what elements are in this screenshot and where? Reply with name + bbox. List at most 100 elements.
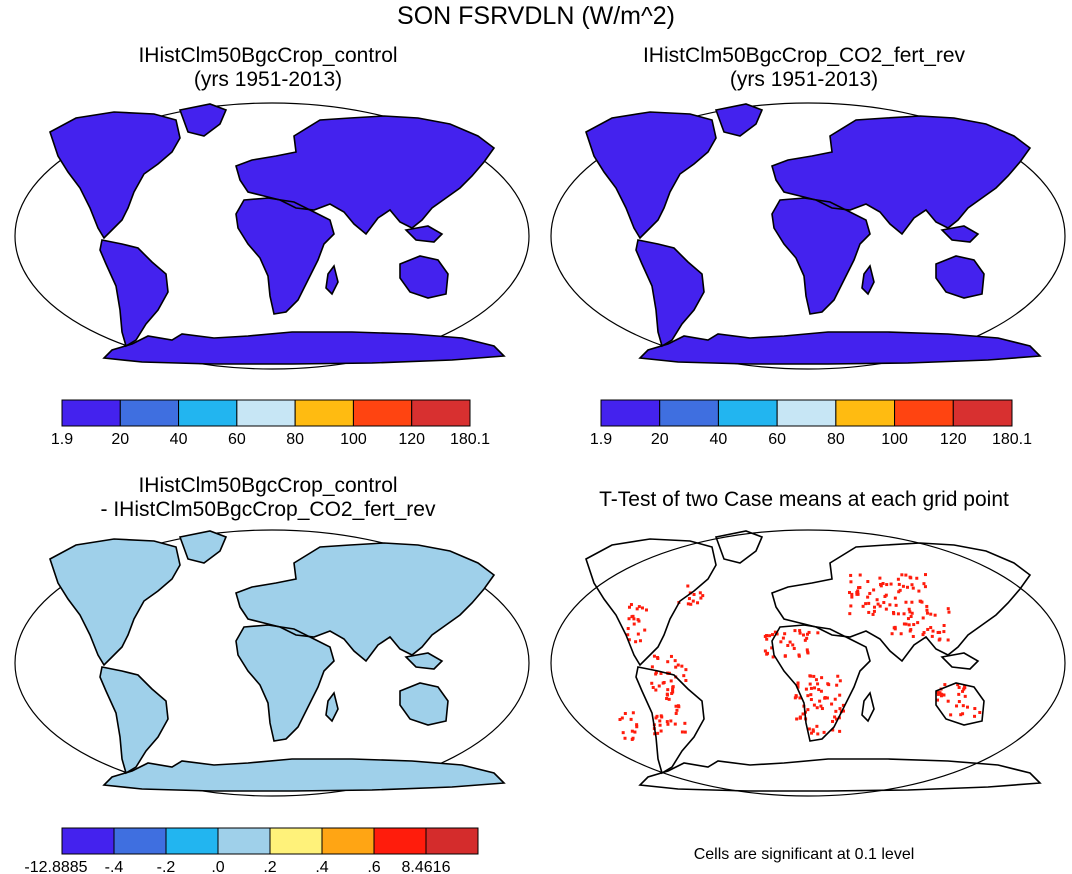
significant-cell — [635, 607, 639, 611]
significant-cell — [849, 604, 853, 608]
significant-cell — [850, 595, 854, 599]
significant-cell — [792, 646, 796, 650]
significant-cell — [973, 707, 977, 711]
significant-cell — [921, 616, 925, 620]
significant-cell — [942, 693, 946, 697]
significant-cell — [879, 582, 883, 586]
colorbar-label: 180.1 — [450, 431, 490, 448]
significant-cell — [665, 692, 669, 696]
significant-cell — [936, 690, 940, 694]
significant-cell — [910, 583, 914, 587]
significant-cell — [931, 629, 935, 633]
significant-cell — [848, 612, 852, 616]
map-ttest — [550, 529, 1066, 797]
significant-cell — [841, 703, 845, 707]
significant-cell — [623, 711, 627, 715]
significant-cell — [680, 730, 684, 734]
significant-cell — [876, 602, 880, 606]
significant-cell — [957, 692, 961, 696]
significant-cell — [816, 732, 820, 736]
significant-cell — [771, 633, 775, 637]
significant-cell — [947, 610, 951, 614]
significant-cell — [911, 586, 915, 590]
significant-cell — [920, 600, 924, 604]
significant-cell — [838, 679, 842, 683]
significant-cell — [775, 632, 779, 636]
significant-cell — [936, 698, 940, 702]
significant-cell — [818, 699, 822, 703]
significant-cell — [904, 573, 908, 577]
significant-cell — [849, 573, 853, 577]
significant-cell — [680, 664, 684, 668]
significant-cell — [898, 588, 902, 592]
significant-cell — [798, 696, 802, 700]
significant-cell — [783, 632, 787, 636]
significant-cell — [779, 640, 783, 644]
significant-cell — [623, 736, 627, 740]
ttest-note: Cells are significant at 0.1 level — [693, 846, 915, 863]
significant-cell — [822, 730, 826, 734]
significant-cell — [765, 634, 769, 638]
significant-cell — [682, 674, 686, 678]
significant-cell — [809, 693, 813, 697]
significant-cell — [938, 691, 942, 695]
significant-cell — [673, 722, 677, 726]
significant-cell — [819, 689, 823, 693]
significant-cell — [770, 646, 774, 650]
significant-cell — [676, 704, 680, 708]
significant-cell — [806, 708, 810, 712]
significant-cell — [878, 604, 882, 608]
significant-cell — [686, 584, 690, 588]
colorbar-swatch — [776, 399, 837, 427]
significant-cell — [674, 665, 678, 669]
significant-cell — [957, 685, 961, 689]
panel-title-line2: (yrs 1951-2013) — [193, 68, 343, 91]
significant-cell — [909, 628, 913, 632]
colorbar-label: 180.1 — [992, 431, 1032, 448]
significant-cell — [643, 628, 647, 632]
colorbar-swatch — [119, 399, 180, 427]
map-co2-fert-rev — [550, 102, 1066, 370]
significant-cell — [938, 630, 942, 634]
significant-cell — [861, 604, 865, 608]
significant-cell — [687, 597, 691, 601]
panel-title-ttest: T-Test of two Case means at each grid po… — [536, 488, 1072, 512]
significant-cell — [838, 707, 842, 711]
significant-cell — [915, 576, 919, 580]
significant-cell — [701, 594, 705, 598]
significant-cell — [889, 582, 893, 586]
map-difference — [14, 529, 530, 797]
significant-cell — [864, 602, 868, 606]
significant-cell — [973, 714, 977, 718]
significant-cell — [835, 683, 839, 687]
colorbar-label: 1.9 — [590, 431, 612, 448]
significant-cell — [812, 674, 816, 678]
significant-cell — [766, 651, 770, 655]
significant-cell — [901, 584, 905, 588]
significant-cell — [833, 715, 837, 719]
significant-cell — [630, 729, 634, 733]
colorbar-control: 1.9 20 40 60 80 100 120 180.1 — [51, 399, 490, 448]
significant-cell — [831, 719, 835, 723]
significant-cell — [929, 626, 933, 630]
significant-cell — [904, 622, 908, 626]
colorbar-label: -.4 — [105, 859, 124, 874]
significant-cell — [803, 638, 807, 642]
significant-cell — [796, 681, 800, 685]
significant-cell — [659, 729, 663, 733]
significant-cell — [881, 581, 885, 585]
colorbar-swatch — [165, 827, 219, 855]
significant-cell — [923, 585, 927, 589]
significant-cell — [925, 611, 929, 615]
significant-cell — [652, 654, 656, 658]
significant-cell — [655, 714, 659, 718]
significant-cell — [656, 655, 660, 659]
significant-cell — [801, 712, 805, 716]
significant-cell — [882, 601, 886, 605]
panel-title-line1: IHistClm50BgcCrop_control — [138, 474, 398, 497]
significant-cell — [866, 580, 870, 584]
significant-cell — [627, 605, 631, 609]
significant-cell — [807, 727, 811, 731]
significant-cell — [921, 633, 925, 637]
significant-cell — [798, 715, 802, 719]
